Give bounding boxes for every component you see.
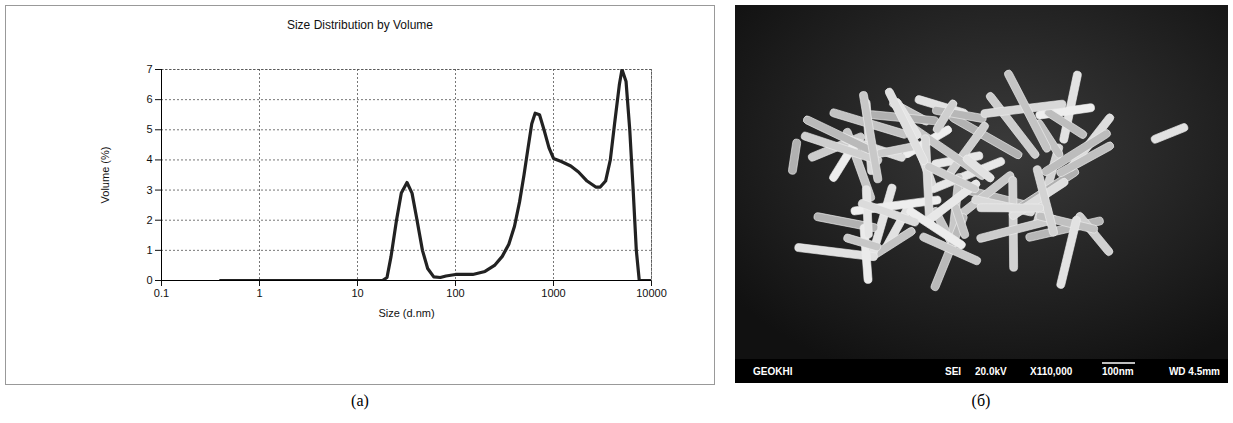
svg-text:0.1: 0.1 — [154, 287, 169, 299]
svg-text:7: 7 — [146, 63, 152, 75]
svg-text:100: 100 — [446, 287, 464, 299]
html-text:(б): (б) — [971, 392, 991, 409]
svg-text:SEI: SEI — [945, 366, 961, 377]
svg-text:1: 1 — [256, 287, 262, 299]
svg-text:3: 3 — [146, 184, 152, 196]
svg-text:20.0kV: 20.0kV — [975, 366, 1007, 377]
svg-text:1: 1 — [146, 244, 152, 256]
svg-text:10: 10 — [351, 287, 363, 299]
svg-text:X110,000: X110,000 — [1030, 366, 1073, 377]
svg-text:Volume (%): Volume (%) — [99, 147, 111, 204]
svg-text:0: 0 — [146, 274, 152, 286]
html-text:(а): (а) — [351, 392, 369, 409]
svg-text:10000: 10000 — [636, 287, 667, 299]
svg-text:2: 2 — [146, 214, 152, 226]
svg-text:Size (d.nm): Size (d.nm) — [378, 307, 434, 319]
svg-text:5: 5 — [146, 123, 152, 135]
svg-text:100nm: 100nm — [1102, 366, 1134, 377]
svg-text:4: 4 — [146, 153, 152, 165]
svg-text:6: 6 — [146, 93, 152, 105]
svg-text:WD 4.5mm: WD 4.5mm — [1169, 366, 1220, 377]
html-text:Size Distribution by Volume: Size Distribution by Volume — [287, 18, 433, 32]
svg-text:GEOKHI: GEOKHI — [753, 366, 793, 377]
svg-text:1000: 1000 — [541, 287, 565, 299]
